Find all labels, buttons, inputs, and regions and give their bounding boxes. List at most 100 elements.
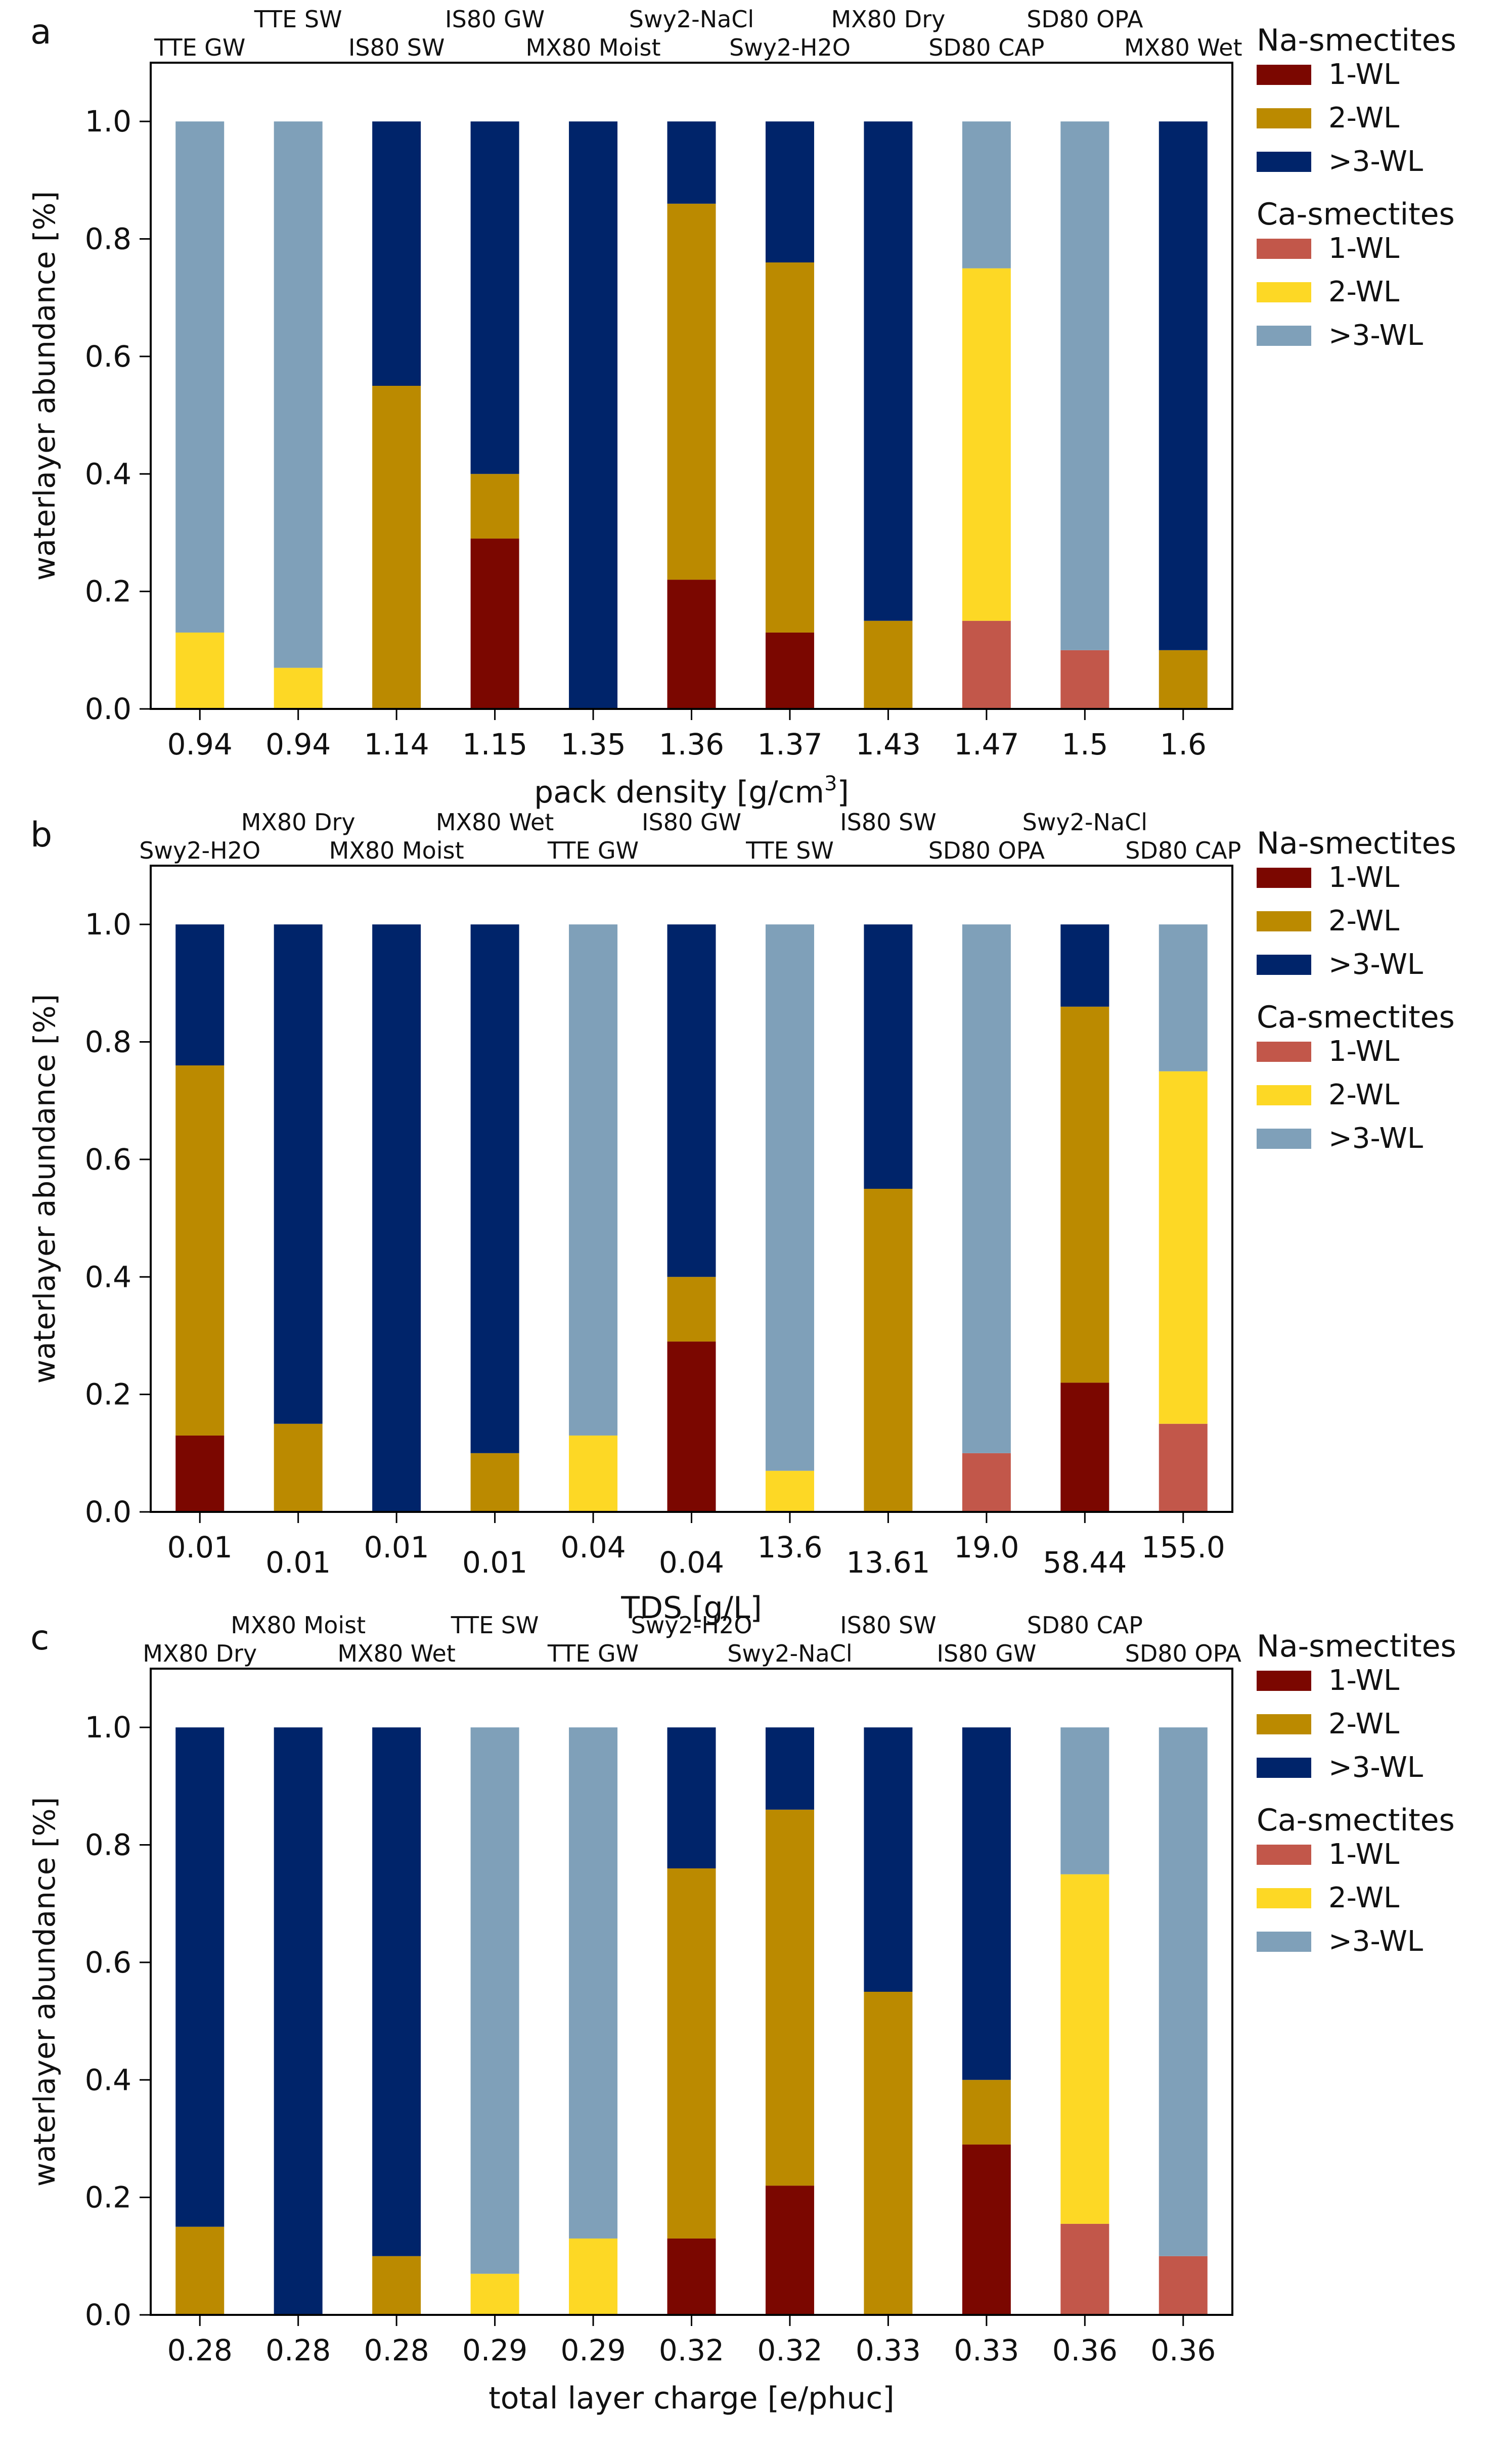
bar-segment-mx80-moist-3wl — [274, 1727, 323, 2315]
sample-label: MX80 Dry — [831, 6, 945, 33]
legend-swatch — [1257, 1888, 1311, 1908]
legend-title: Ca-smectites — [1257, 1000, 1455, 1035]
bar-segment-mx80-moist-3wl — [569, 121, 618, 709]
legend-title: Ca-smectites — [1257, 197, 1455, 232]
bar-segment-tte-gw-2wl — [569, 2238, 618, 2315]
sample-label: IS80 SW — [840, 809, 937, 836]
x-tick-label: 0.33 — [954, 2333, 1019, 2367]
sample-label: SD80 OPA — [1125, 1640, 1242, 1667]
x-tick-label: 0.29 — [462, 2333, 527, 2367]
bar-segment-is80-sw-3wl — [372, 121, 421, 386]
sample-label: IS80 GW — [937, 1640, 1036, 1667]
y-tick-label: 1.0 — [85, 907, 131, 942]
y-tick-label: 0.6 — [85, 1142, 131, 1177]
bar-segment-swy2-nacl-3wl — [765, 1727, 814, 1810]
legend-label: 2-WL — [1328, 1882, 1399, 1914]
bar-segment-swy2-h2o-1wl — [667, 2238, 716, 2315]
y-tick-label: 1.0 — [85, 104, 131, 139]
x-tick-label: 0.32 — [757, 2333, 822, 2367]
legend-label: 2-WL — [1328, 905, 1399, 937]
bar-segment-tte-gw-3wl — [569, 1727, 618, 2239]
bar-segment-mx80-wet-3wl — [372, 1727, 421, 2256]
sample-label: SD80 OPA — [1027, 6, 1143, 33]
bar-segment-sd80-opa-1wl — [1159, 2256, 1208, 2315]
bar-segment-is80-gw-3wl — [962, 1727, 1011, 2080]
sample-label: Swy2-NaCl — [629, 6, 754, 33]
bar-segment-is80-gw-3wl — [667, 924, 716, 1277]
bar-segment-sd80-cap-1wl — [1159, 1423, 1208, 1512]
y-tick-label: 0.8 — [85, 1828, 131, 1862]
x-tick-label: 0.28 — [167, 2333, 233, 2367]
sample-label: Swy2-NaCl — [1022, 809, 1147, 836]
sample-label: Swy2-H2O — [631, 1612, 752, 1639]
sample-label: IS80 SW — [840, 1612, 937, 1639]
bar-segment-mx80-wet-2wl — [372, 2256, 421, 2315]
x-tick-label: 1.36 — [659, 727, 724, 762]
y-tick-label: 0.0 — [85, 2298, 131, 2332]
y-tick-label: 0.0 — [85, 692, 131, 726]
bar-segment-sd80-opa-1wl — [962, 1453, 1011, 1512]
x-tick-label: 0.01 — [364, 1530, 429, 1564]
bar-segment-sd80-opa-3wl — [1060, 121, 1109, 650]
legend-label: 2-WL — [1328, 276, 1399, 308]
bar-segment-swy2-nacl-2wl — [1060, 1006, 1109, 1383]
sample-label: IS80 GW — [445, 6, 545, 33]
bar-segment-is80-gw-1wl — [470, 539, 519, 709]
bar-segment-is80-gw-2wl — [962, 2080, 1011, 2145]
y-tick-label: 0.2 — [85, 2180, 131, 2215]
legend-swatch — [1257, 65, 1311, 85]
x-tick-label: 0.32 — [659, 2333, 724, 2367]
bar-segment-sd80-cap-3wl — [962, 121, 1011, 269]
legend-label: 2-WL — [1328, 102, 1399, 135]
sample-label: MX80 Moist — [526, 34, 661, 61]
sample-label: MX80 Dry — [143, 1640, 257, 1667]
y-tick-label: 0.4 — [85, 1260, 131, 1294]
legend-label: 1-WL — [1328, 1838, 1399, 1871]
sample-label: SD80 CAP — [1027, 1612, 1143, 1639]
legend-swatch — [1257, 1758, 1311, 1778]
legend-swatch — [1257, 1845, 1311, 1865]
bar-segment-is80-sw-2wl — [372, 386, 421, 709]
legend-label: 1-WL — [1328, 861, 1399, 894]
bar-segment-sd80-opa-3wl — [1159, 1727, 1208, 2256]
bar-segment-swy2-nacl-2wl — [667, 203, 716, 580]
x-tick-label: 0.01 — [265, 1545, 331, 1580]
legend-swatch — [1257, 1042, 1311, 1062]
y-tick-label: 0.6 — [85, 1945, 131, 1980]
bar-segment-tte-gw-3wl — [569, 924, 618, 1436]
x-tick-label: 19.0 — [954, 1530, 1019, 1564]
bar-segment-swy2-h2o-3wl — [667, 1727, 716, 1869]
x-tick-label: 1.43 — [856, 727, 921, 762]
sample-label: TTE GW — [154, 34, 245, 61]
bar-segment-tte-sw-3wl — [765, 924, 814, 1471]
sample-label: TTE SW — [451, 1612, 539, 1639]
legend-label: 1-WL — [1328, 232, 1399, 265]
legend-swatch — [1257, 239, 1311, 259]
bar-segment-swy2-h2o-3wl — [175, 924, 225, 1066]
legend-title: Na-smectites — [1257, 826, 1456, 861]
x-tick-label: 0.36 — [1052, 2333, 1118, 2367]
legend-label: >3-WL — [1328, 145, 1423, 178]
bar-segment-tte-sw-3wl — [470, 1727, 519, 2274]
legend-label: >3-WL — [1328, 1122, 1423, 1155]
sample-label: MX80 Wet — [1124, 34, 1242, 61]
sample-label: MX80 Moist — [231, 1612, 366, 1639]
y-tick-label: 0.2 — [85, 1377, 131, 1412]
legend: Na-smectites1-WL2-WL>3-WLCa-smectites1-W… — [1257, 1629, 1456, 1958]
y-tick-label: 0.4 — [85, 2063, 131, 2097]
bar-segment-is80-sw-2wl — [864, 1992, 913, 2315]
legend-swatch — [1257, 1129, 1311, 1149]
legend-swatch — [1257, 1932, 1311, 1952]
bar-segment-mx80-wet-2wl — [470, 1453, 519, 1512]
bar-segment-mx80-wet-2wl — [1159, 650, 1208, 709]
x-tick-label: 1.5 — [1061, 727, 1108, 762]
legend-swatch — [1257, 282, 1311, 302]
bar-segment-swy2-nacl-1wl — [667, 579, 716, 709]
bar-segment-sd80-opa-3wl — [962, 924, 1011, 1453]
x-tick-label: 0.01 — [167, 1530, 233, 1564]
legend-label: 1-WL — [1328, 1664, 1399, 1697]
y-tick-label: 0.2 — [85, 574, 131, 609]
bar-segment-swy2-h2o-1wl — [765, 632, 814, 709]
x-tick-label: 13.6 — [757, 1530, 822, 1564]
panel-letter: b — [30, 815, 52, 855]
